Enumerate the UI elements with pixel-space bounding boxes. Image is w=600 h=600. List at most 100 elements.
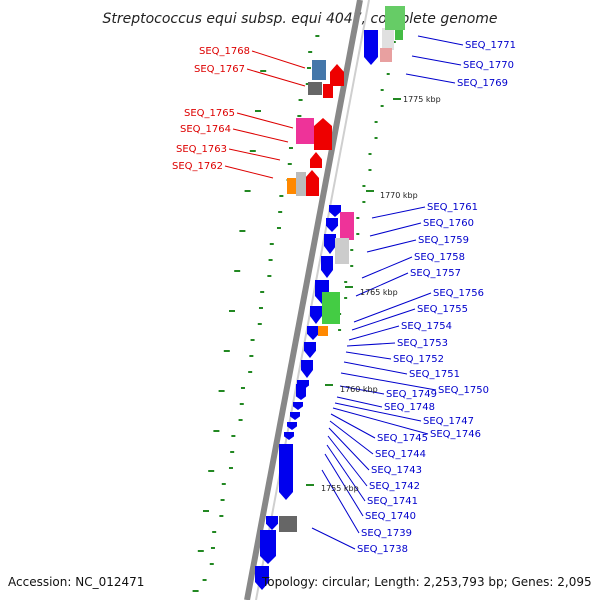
label-leader-lines — [224, 35, 464, 550]
gene-forward-17 — [260, 530, 276, 564]
leader-line-forward — [329, 420, 374, 455]
gc-dash — [260, 291, 265, 293]
leader-line-forward — [332, 407, 429, 435]
kbp-ticks: 1775 kbp 1770 kbp 1765 kbp 1760 kbp 1755 kbp — [306, 95, 441, 493]
gene-forward-6 — [307, 326, 319, 340]
gene-forward-18 — [255, 566, 269, 590]
gc-dash — [392, 41, 396, 43]
leader-line-forward — [366, 239, 417, 253]
gene-forward-13 — [287, 422, 297, 430]
leader-line-reverse — [224, 165, 274, 179]
gc-dash — [368, 169, 372, 171]
gc-dash — [267, 275, 272, 277]
label-seq-1752: SEQ_1752 — [393, 354, 444, 365]
label-seq-1742: SEQ_1742 — [369, 481, 420, 492]
label-seq-1762: SEQ_1762 — [172, 161, 223, 172]
gene-seq-1764 — [314, 118, 332, 150]
gc-dash — [229, 310, 235, 312]
gene-forward-3 — [321, 256, 333, 278]
gc-dash — [249, 355, 254, 357]
gene-forward-2 — [324, 234, 336, 254]
gc-dash — [210, 547, 215, 549]
gc-dash — [288, 147, 293, 149]
gene-seq-1771 — [364, 30, 378, 65]
gc-dash — [220, 499, 225, 501]
label-seq-1768: SEQ_1768 — [199, 46, 250, 57]
kbp-tick-mark — [366, 190, 374, 192]
gc-dash — [350, 265, 354, 267]
gc-dash — [213, 430, 220, 432]
leader-line-reverse — [236, 112, 294, 129]
gc-dash — [305, 83, 310, 85]
label-seq-1771: SEQ_1771 — [465, 40, 516, 51]
leader-line-forward — [327, 435, 368, 487]
label-seq-1754: SEQ_1754 — [401, 321, 452, 332]
gc-dash — [344, 281, 348, 283]
gene-forward-10 — [296, 392, 306, 400]
gc-dash — [279, 195, 284, 197]
leader-line-reverse — [232, 128, 289, 143]
label-seq-1760: SEQ_1760 — [423, 218, 474, 229]
leader-line-forward — [346, 342, 396, 347]
genome-backbone — [244, 0, 370, 600]
leader-line-forward — [334, 402, 422, 422]
label-seq-1739: SEQ_1739 — [361, 528, 412, 539]
gene-seq-1770b — [395, 28, 403, 40]
label-seq-1740: SEQ_1740 — [365, 511, 416, 522]
gc-dash — [212, 531, 217, 533]
backbone-line — [244, 0, 363, 600]
gc-dash — [231, 435, 236, 437]
gc-dash — [202, 579, 207, 581]
kbp-tick-mark — [325, 384, 333, 386]
label-seq-1759: SEQ_1759 — [418, 235, 469, 246]
leader-line-forward — [417, 35, 464, 46]
gc-dash — [250, 339, 255, 341]
gc-dash — [356, 217, 360, 219]
leader-line-forward — [355, 272, 409, 297]
label-seq-1743: SEQ_1743 — [371, 465, 422, 476]
gc-skew-track — [192, 35, 396, 592]
gene-seq-1754 — [318, 326, 328, 336]
gene-seq-1760 — [340, 212, 354, 240]
label-seq-1753: SEQ_1753 — [397, 338, 448, 349]
gc-dash — [255, 110, 261, 112]
gene-forward-15 — [279, 444, 293, 500]
gene-forward-7 — [304, 342, 316, 358]
kbp-tick-label: 1775 kbp — [403, 95, 441, 104]
gc-dash — [380, 105, 384, 107]
leader-line-forward — [411, 55, 462, 66]
gc-dash — [287, 163, 292, 165]
label-seq-1738: SEQ_1738 — [357, 544, 408, 555]
gene-seq-1759 — [335, 238, 349, 264]
gene-track — [255, 6, 405, 590]
gene-seq-1755 — [322, 292, 340, 324]
gc-dash — [239, 230, 246, 232]
gc-dash — [192, 590, 199, 592]
gene-forward-12 — [290, 412, 300, 420]
leader-line-forward — [328, 427, 370, 471]
gene-seq-1739 — [279, 516, 297, 532]
gene-red-small — [323, 84, 333, 98]
label-seq-1747: SEQ_1747 — [423, 416, 474, 427]
leader-line-reverse — [246, 68, 306, 87]
label-seq-1745: SEQ_1745 — [377, 433, 428, 444]
gene-seq-1762 — [305, 170, 319, 196]
gene-small-b — [296, 384, 306, 392]
leader-line-forward — [371, 206, 426, 219]
gc-dash — [356, 233, 360, 235]
leader-line-forward — [321, 469, 360, 534]
gene-seq-1768 — [312, 60, 326, 80]
leader-line-forward — [369, 222, 422, 237]
gc-dash — [362, 201, 366, 203]
gene-seq-1770 — [382, 28, 394, 50]
gene-gray-small — [296, 172, 306, 196]
leader-line-forward — [324, 453, 364, 517]
gene-forward-5 — [310, 306, 322, 324]
label-seq-1761: SEQ_1761 — [427, 202, 478, 213]
leader-line-forward — [336, 396, 383, 408]
gc-dash — [223, 350, 230, 352]
gc-dash — [238, 419, 243, 421]
gc-dash — [209, 563, 214, 565]
label-seq-1751: SEQ_1751 — [409, 369, 460, 380]
